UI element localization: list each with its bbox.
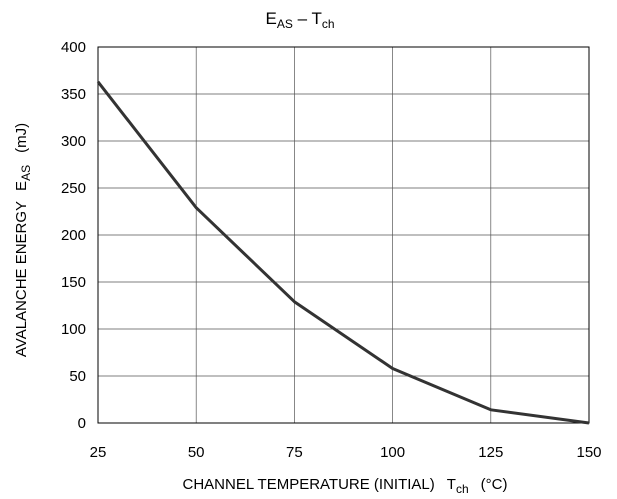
plot-frame: [97, 46, 590, 424]
x-tick-label: 75: [286, 444, 303, 461]
series-group: [96, 80, 590, 425]
title-main: E: [265, 9, 276, 28]
title-var: T: [311, 9, 321, 28]
y-tick-label: 200: [61, 227, 86, 244]
x-tick-label: 150: [576, 444, 601, 461]
y-axis-unit: (mJ): [13, 123, 30, 153]
y-tick-label: 150: [61, 274, 86, 291]
x-tick-label: 125: [478, 444, 503, 461]
y-tick-label: 300: [61, 133, 86, 150]
title-var-sub: ch: [322, 17, 335, 31]
x-tick-label: 25: [90, 444, 107, 461]
title-main-sub: AS: [277, 17, 293, 31]
y-tick-label: 250: [61, 180, 86, 197]
y-axis-label: AVALANCHE ENERGY: [13, 201, 30, 357]
x-axis-unit: (°C): [481, 476, 508, 493]
x-axis-title: CHANNEL TEMPERATURE (INITIAL) Tch (°C): [183, 476, 508, 496]
series-line: [96, 80, 590, 425]
chart-title: EAS – Tch: [265, 9, 334, 31]
grid: [97, 46, 590, 424]
y-tick-label: 100: [61, 321, 86, 338]
x-tick-label: 50: [188, 444, 205, 461]
title-sep: –: [293, 9, 312, 28]
x-tick-label: 100: [380, 444, 405, 461]
y-tick-label: 350: [61, 86, 86, 103]
y-tick-label: 400: [61, 39, 86, 56]
y-axis-symbol-sub: AS: [19, 165, 33, 181]
y-axis-title: AVALANCHE ENERGY EAS (mJ): [13, 123, 33, 357]
x-axis-symbol-sub: ch: [456, 482, 469, 496]
y-tick-labels: 0 50 100 150 200 250 300 350 400: [61, 39, 86, 432]
y-tick-label: 50: [69, 368, 86, 385]
y-tick-label: 0: [78, 415, 86, 432]
x-axis-label: CHANNEL TEMPERATURE (INITIAL): [183, 476, 435, 493]
x-tick-labels: 25 50 75 100 125 150: [90, 444, 602, 461]
y-axis-symbol: E: [13, 181, 30, 191]
x-axis-symbol: T: [447, 476, 456, 493]
